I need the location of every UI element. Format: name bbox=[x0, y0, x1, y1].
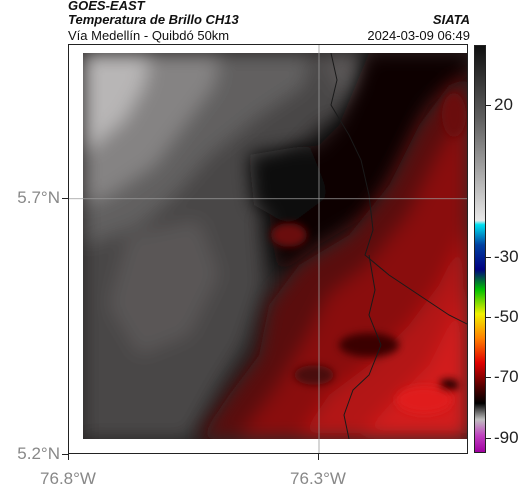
agency-label: SIATA bbox=[432, 12, 470, 27]
temperature-colorbar bbox=[474, 45, 486, 453]
colorbar-tick-mark bbox=[486, 377, 491, 379]
lat-tick-mark bbox=[62, 197, 68, 199]
lat-tick-label: 5.7°N bbox=[17, 187, 60, 207]
brightness-temperature-map bbox=[68, 44, 468, 454]
lon-tick-mark bbox=[68, 454, 69, 460]
lon-tick-label: 76.8°W bbox=[40, 469, 96, 488]
colorbar-tick-label: -90 bbox=[494, 427, 519, 447]
colorbar-tick-label: -70 bbox=[494, 367, 519, 387]
lat-tick-label: 5.2°N bbox=[17, 444, 60, 463]
colorbar-tick-mark bbox=[486, 105, 491, 107]
satellite-title: GOES-EAST bbox=[68, 0, 145, 13]
lat-tick-mark bbox=[62, 454, 68, 455]
colorbar-tick-label: -30 bbox=[494, 246, 519, 266]
colorbar-tick-label: -50 bbox=[494, 307, 519, 326]
satellite-imagery bbox=[69, 45, 467, 453]
colorbar-tick-mark bbox=[486, 256, 491, 258]
product-title: Temperatura de Brillo CH13 bbox=[68, 12, 239, 27]
datetime-label: 2024-03-09 06:49 bbox=[367, 28, 470, 43]
route-subtitle: Vía Medellín - Quibdó 50km bbox=[68, 28, 230, 43]
colorbar-tick-mark bbox=[486, 317, 491, 318]
colorbar-tick-label: 20 bbox=[494, 95, 513, 115]
map-gridlines bbox=[69, 45, 467, 453]
lon-tick-label: 76.3°W bbox=[290, 469, 346, 488]
map-canvas bbox=[69, 45, 467, 453]
colorbar-tick-mark bbox=[486, 437, 491, 439]
lon-tick-mark bbox=[318, 454, 319, 460]
